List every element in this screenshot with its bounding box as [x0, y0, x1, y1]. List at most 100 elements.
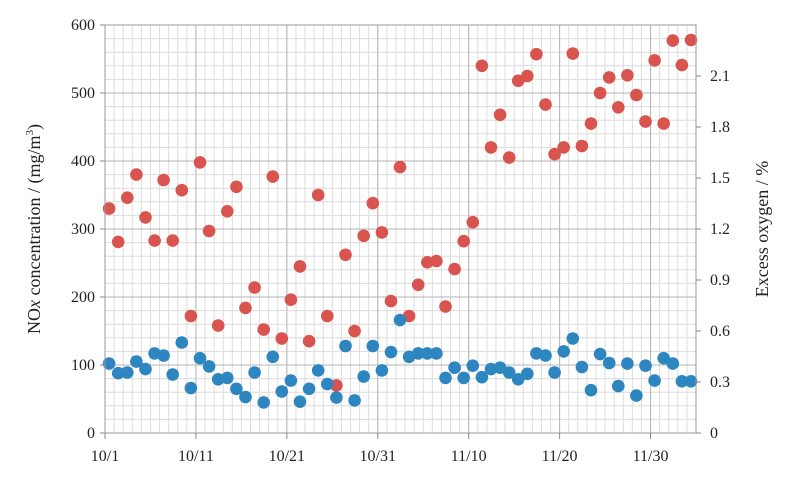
x-tick-label: 10/31: [360, 448, 396, 465]
data-point-series-blue: [466, 359, 480, 373]
data-point-series-blue: [230, 382, 243, 396]
data-point-series-red: [166, 234, 179, 247]
data-point-series-red: [593, 86, 607, 100]
y-right-tick-label: 1.8: [710, 119, 730, 136]
data-point-series-red: [357, 229, 371, 243]
data-point-series-red: [311, 188, 325, 202]
data-point-series-blue: [502, 366, 516, 379]
data-point-series-blue: [675, 375, 689, 388]
data-point-series-red: [211, 319, 225, 332]
data-point-series-red: [384, 294, 398, 308]
data-point-series-red: [302, 334, 316, 348]
data-point-series-red: [548, 147, 561, 161]
data-point-series-blue: [248, 366, 261, 379]
data-point-series-red: [584, 117, 598, 130]
data-point-series-blue: [166, 368, 179, 381]
data-point-series-red: [175, 183, 189, 197]
data-points: [102, 33, 698, 409]
data-point-series-blue: [612, 379, 625, 393]
y-left-tick-label: 400: [71, 153, 95, 170]
data-point-series-blue: [639, 359, 652, 373]
data-point-series-blue: [339, 339, 352, 353]
data-point-series-red: [184, 309, 198, 323]
data-point-series-blue: [448, 361, 461, 375]
data-point-series-blue: [439, 371, 452, 385]
data-point-series-red: [339, 248, 352, 262]
data-point-series-blue: [411, 347, 425, 360]
data-point-series-blue: [457, 371, 471, 385]
data-point-series-red: [111, 235, 125, 249]
data-point-series-red: [202, 224, 216, 238]
y-left-tick-label: 500: [71, 85, 95, 102]
y-right-tick-label: 0.3: [710, 374, 730, 391]
grid: [104, 24, 697, 434]
data-point-series-blue: [666, 357, 680, 370]
data-point-series-red: [675, 58, 689, 72]
data-point-series-blue: [584, 383, 598, 397]
x-tick-label: 11/20: [542, 448, 578, 465]
data-point-series-blue: [239, 390, 252, 404]
data-point-series-red: [393, 160, 407, 174]
y-left-tick-label: 600: [71, 17, 95, 34]
data-point-series-red: [484, 141, 498, 154]
data-point-series-blue: [257, 396, 271, 409]
data-point-series-blue: [330, 391, 343, 404]
data-point-series-blue: [202, 360, 216, 373]
data-point-series-blue: [175, 336, 189, 349]
data-point-series-red: [257, 323, 271, 336]
data-point-series-blue: [157, 349, 170, 362]
y-right-tick-label: 1.2: [710, 221, 730, 238]
y-right-tick-label: 0.9: [710, 272, 730, 289]
data-point-series-blue: [430, 347, 443, 360]
y-right-tick-label: 0: [710, 425, 718, 442]
data-point-series-red: [230, 180, 243, 194]
x-tick-label: 10/11: [178, 448, 214, 465]
data-point-series-blue: [102, 357, 116, 370]
data-point-series-red: [666, 34, 680, 47]
y-left-tick-label: 0: [87, 425, 95, 442]
data-point-series-red: [293, 260, 307, 273]
y-right-tick-label: 1.5: [710, 170, 730, 187]
data-point-series-blue: [266, 350, 280, 364]
data-point-series-red: [275, 332, 289, 345]
data-point-series-red: [502, 151, 516, 164]
data-point-series-red: [521, 69, 534, 83]
x-tick-label: 11/10: [451, 448, 487, 465]
data-point-series-red: [448, 262, 461, 276]
axes: 0 100 200 300 400 500 600 0 0.3 0.6 0.9 1.2 1.5 1.8 2.…: [71, 17, 730, 465]
data-point-series-red: [530, 47, 543, 61]
y-left-axis-title: NOx concentration / (mg/m3): [24, 124, 45, 334]
data-point-series-blue: [275, 385, 289, 398]
data-point-series-blue: [221, 371, 234, 385]
data-point-series-blue: [121, 366, 134, 379]
data-point-series-red: [375, 226, 389, 239]
data-point-series-red: [239, 301, 252, 315]
data-point-series-red: [130, 168, 143, 181]
x-tick-label: 10/1: [91, 448, 119, 465]
x-tick-label: 10/21: [269, 448, 305, 465]
data-point-series-blue: [193, 351, 207, 365]
data-point-series-red: [621, 69, 634, 82]
data-point-series-red: [466, 215, 480, 229]
data-point-series-red: [566, 47, 580, 60]
data-point-series-red: [430, 254, 443, 268]
data-point-series-red: [639, 115, 652, 128]
data-point-series-red: [348, 324, 361, 338]
data-point-series-red: [612, 101, 625, 114]
y-right-axis-title: Excess oxygen / %: [752, 161, 772, 297]
data-point-series-red: [657, 117, 670, 130]
data-point-series-red: [493, 108, 507, 122]
data-point-series-red: [475, 59, 489, 73]
data-point-series-red: [457, 234, 471, 248]
data-point-series-red: [121, 191, 134, 204]
data-point-series-blue: [575, 360, 589, 374]
data-point-series-blue: [621, 357, 634, 370]
data-point-series-blue: [548, 366, 561, 379]
data-point-series-red: [148, 234, 161, 247]
data-point-series-blue: [393, 313, 407, 327]
data-point-series-blue: [293, 395, 307, 409]
data-point-series-red: [366, 196, 380, 210]
y-left-tick-label: 200: [71, 289, 95, 306]
data-point-series-blue: [357, 370, 371, 383]
